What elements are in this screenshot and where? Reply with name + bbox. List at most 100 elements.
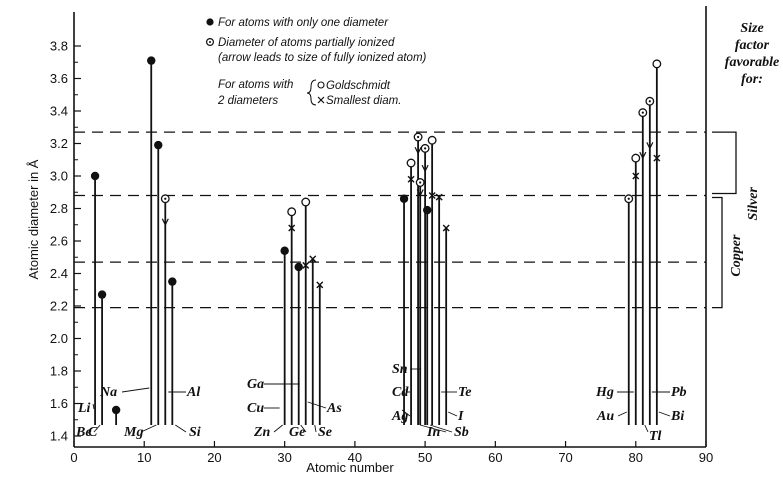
x-tick-label: 20 xyxy=(207,450,221,465)
filled-point-marker xyxy=(147,56,156,65)
element-label-si: Si xyxy=(189,425,201,440)
x-tick-label: 60 xyxy=(488,450,502,465)
label-connector xyxy=(658,411,671,417)
size-factor-word-4: for: xyxy=(741,72,763,87)
element-label-hg: Hg xyxy=(595,385,614,400)
label-connector xyxy=(447,411,458,417)
x-axis-label: Atomic number xyxy=(306,460,394,475)
legend: For atoms with only one diameter Diameter… xyxy=(206,17,427,107)
label-connector xyxy=(121,387,150,393)
data-markers xyxy=(90,56,662,415)
element-label-be: Be xyxy=(75,425,92,440)
label-connector xyxy=(419,424,447,433)
legend-ionized-center xyxy=(209,41,211,43)
filled-point-marker xyxy=(168,277,177,286)
ionized-point-center xyxy=(648,100,651,103)
ionized-point-center xyxy=(641,111,644,114)
legend-ionized-text-1: Diameter of atoms partially ionized xyxy=(218,37,395,49)
smallest-diameter-marker xyxy=(407,175,415,183)
ionized-arrow-head xyxy=(414,146,422,155)
x-tick-label: 30 xyxy=(277,450,291,465)
element-label-as: As xyxy=(326,401,342,416)
legend-two-text-1: For atoms with xyxy=(218,79,293,91)
filled-point-marker xyxy=(399,194,409,203)
element-label-au: Au xyxy=(596,409,614,424)
element-label-na: Na xyxy=(99,385,117,400)
x-tick-label: 90 xyxy=(699,450,713,465)
open-circle-marker xyxy=(406,158,416,168)
smallest-diameter-marker xyxy=(316,281,324,289)
open-circle-marker xyxy=(631,153,641,163)
band-label-copper: Copper xyxy=(729,234,744,277)
element-label-ag: Ag xyxy=(391,409,408,424)
filled-point-marker xyxy=(294,262,303,272)
label-connector xyxy=(307,401,327,409)
smallest-diameter-marker xyxy=(428,192,436,199)
legend-filled-text: For atoms with only one diameter xyxy=(218,17,389,29)
legend-smallest-marker xyxy=(317,96,325,104)
label-connector xyxy=(175,424,187,433)
filled-point-marker xyxy=(280,246,289,255)
y-tick-label: 1.6 xyxy=(50,396,68,411)
legend-ionized-text-2: (arrow leads to size of fully ionized at… xyxy=(218,52,427,64)
element-label-sb: Sb xyxy=(454,425,469,440)
x-tick-label: 0 xyxy=(70,450,77,465)
legend-goldschmidt-text: Goldschmidt xyxy=(326,80,391,92)
ionized-arrow-head xyxy=(161,218,169,227)
element-label-c: C xyxy=(88,425,98,440)
smallest-diameter-marker xyxy=(309,255,317,263)
legend-two-text-2: 2 diameters xyxy=(217,95,278,107)
y-tick-label: 2.2 xyxy=(50,299,68,314)
x-tick-label: 80 xyxy=(629,450,643,465)
element-label-mg: Mg xyxy=(123,425,143,440)
silver-bracket xyxy=(712,131,737,195)
ionized-point-center xyxy=(416,135,420,139)
label-connector xyxy=(314,424,317,433)
open-circle-marker xyxy=(301,197,311,207)
ionized-point-center xyxy=(627,197,630,200)
open-circle-marker xyxy=(427,135,437,145)
filled-point-marker xyxy=(423,205,432,215)
ionized-point-center xyxy=(164,197,167,200)
smallest-diameter-marker xyxy=(288,224,296,232)
y-axis-label: Atomic diameter in Å xyxy=(26,159,41,279)
y-tick-label: 3.4 xyxy=(50,104,68,119)
element-label-li: Li xyxy=(77,401,91,416)
open-circle-marker xyxy=(652,59,662,69)
x-tick-label: 40 xyxy=(348,450,362,465)
ionized-arrow-head xyxy=(416,189,424,197)
x-tick-label: 10 xyxy=(137,450,151,465)
element-label-i: I xyxy=(457,409,464,424)
data-stems xyxy=(94,60,658,425)
label-connector xyxy=(92,403,95,410)
legend-brace xyxy=(306,79,317,106)
element-label-ge: Ge xyxy=(289,425,305,440)
y-tick-label: 2.4 xyxy=(50,266,68,281)
label-connector xyxy=(300,424,307,433)
ionized-point-center xyxy=(424,147,427,150)
element-label-al: Al xyxy=(186,385,200,400)
y-tick-label: 1.8 xyxy=(50,364,68,379)
legend-goldschmidt-marker xyxy=(317,81,325,89)
label-connector xyxy=(273,424,283,433)
element-label-ga: Ga xyxy=(247,377,264,392)
ionized-arrow-head xyxy=(639,151,647,160)
y-tick-label: 3.0 xyxy=(50,169,68,184)
label-connector xyxy=(93,424,101,433)
label-connector xyxy=(401,409,411,417)
ionized-point-center xyxy=(419,181,422,184)
element-labels: Li BeC Na Mg Al Si Ga Cu Zn Ge As Se Sn Cd Ag In Sb Te I Hg… xyxy=(75,362,687,444)
smallest-diameter-marker xyxy=(435,193,443,201)
y-tick-label: 2.8 xyxy=(50,201,68,216)
copper-bracket xyxy=(712,196,723,309)
element-label-bi: Bi xyxy=(670,409,684,424)
element-label-zn: Zn xyxy=(253,425,271,440)
element-label-cu: Cu xyxy=(247,401,264,416)
label-connector xyxy=(429,424,453,433)
band-label-silver: Silver xyxy=(746,187,761,221)
element-label-sn: Sn xyxy=(392,362,408,377)
axes: 1.4 1.6 1.8 2.0 2.2 2.4 2.6 2.8 3.0 3.2 3.4 3.6 3.8 0… xyxy=(26,6,713,475)
element-label-se: Se xyxy=(318,425,332,440)
x-tick-label: 50 xyxy=(418,450,432,465)
